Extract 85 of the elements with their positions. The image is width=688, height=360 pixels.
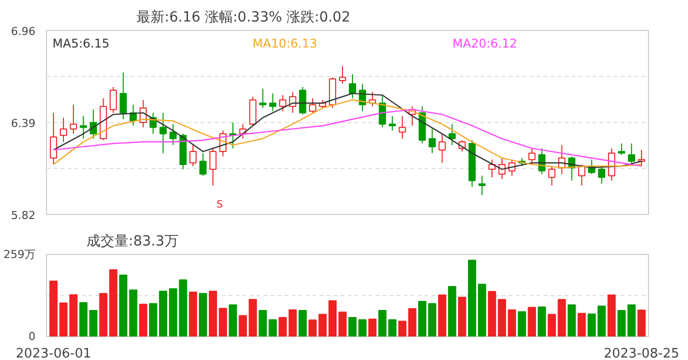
bar (618, 310, 626, 336)
candlestick (120, 72, 127, 120)
candlestick (598, 166, 606, 184)
candlestick (279, 94, 286, 112)
candlestick (578, 164, 586, 186)
bar (228, 304, 237, 336)
bar (198, 292, 208, 336)
bar (208, 290, 218, 336)
candlestick (618, 142, 626, 156)
bar (388, 319, 396, 336)
bar (328, 300, 337, 336)
bar (468, 260, 476, 336)
candlestick (70, 104, 77, 134)
annotation: S (216, 200, 223, 210)
bar (627, 304, 636, 336)
x-tick-label: 2023-06-01 (16, 346, 92, 360)
bar (139, 304, 148, 336)
bar (358, 319, 367, 336)
bar (49, 280, 58, 336)
bar (518, 311, 526, 336)
candlestick (289, 91, 296, 114)
chart-title: 最新:6.16 涨幅:0.33% 涨跌:0.02 (136, 10, 350, 26)
bar (168, 288, 178, 336)
bar (298, 310, 307, 336)
candlestick (209, 148, 217, 186)
bar (578, 312, 586, 336)
bar (149, 303, 158, 336)
bar (159, 290, 168, 336)
candlestick (269, 92, 276, 112)
bar (188, 292, 198, 336)
candlestick (398, 116, 406, 140)
bar (318, 314, 327, 336)
candlestick (438, 133, 446, 164)
bar (538, 306, 546, 336)
candlestick (488, 159, 496, 178)
bar (498, 298, 506, 336)
candlestick (199, 152, 207, 176)
candlestick (299, 86, 306, 115)
bar (89, 310, 98, 336)
bar (478, 284, 486, 336)
bar (218, 308, 227, 336)
bar (338, 312, 347, 336)
candlestick (259, 88, 266, 108)
bar (79, 302, 88, 336)
bar (508, 309, 516, 336)
bar (368, 318, 377, 336)
candlestick (388, 116, 396, 132)
bar (59, 302, 68, 336)
y-tick-label: 6.39 (11, 117, 36, 130)
candlestick (309, 98, 316, 114)
bar (528, 306, 536, 336)
y-tick-label: 0 (28, 330, 36, 343)
candlestick (628, 142, 636, 164)
bar (69, 294, 78, 336)
bar (348, 317, 357, 336)
candlestick (50, 112, 58, 165)
candlestick (110, 86, 117, 114)
candlestick (169, 124, 177, 146)
candlestick (338, 66, 346, 84)
candlestick (528, 148, 536, 165)
candlestick (80, 116, 87, 140)
candlestick (160, 112, 167, 154)
x-tick-label: 2023-08-25 (604, 346, 680, 360)
bar (568, 304, 576, 336)
bar (178, 279, 188, 336)
y-tick-label: 259万 (4, 248, 36, 261)
bar (438, 294, 446, 336)
bar (608, 294, 616, 336)
bar (637, 310, 646, 336)
candlestick (548, 166, 556, 186)
text: MA5:6.15 (52, 36, 110, 50)
y-tick-label: 6.96 (11, 25, 36, 38)
chart-title: 成交量:83.3万 (86, 234, 178, 250)
candlestick (60, 117, 68, 142)
bar (308, 320, 317, 336)
y-tick-label: 5.82 (11, 209, 36, 222)
bar (488, 291, 496, 336)
candlestick (189, 144, 197, 167)
bar (448, 286, 456, 336)
bar (378, 310, 386, 336)
candlestick (428, 128, 436, 154)
text: MA10:6.13 (252, 36, 318, 50)
bar (458, 296, 466, 336)
candlestick (478, 175, 486, 196)
text: MA20:6.12 (452, 36, 518, 50)
